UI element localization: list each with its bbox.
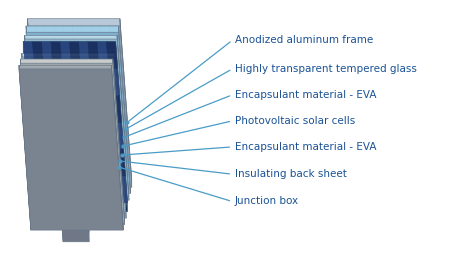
Polygon shape [59,149,70,176]
Polygon shape [112,122,124,149]
Polygon shape [26,26,130,187]
Polygon shape [72,68,82,95]
Polygon shape [79,176,91,203]
Polygon shape [55,95,66,122]
Polygon shape [22,57,126,218]
Polygon shape [25,35,36,200]
Polygon shape [106,42,118,68]
Polygon shape [25,39,129,200]
Polygon shape [23,51,128,212]
Polygon shape [38,122,50,149]
Polygon shape [44,68,55,95]
Polygon shape [51,42,62,68]
Polygon shape [31,149,42,176]
Polygon shape [113,59,125,224]
Polygon shape [60,42,72,68]
Polygon shape [20,59,125,220]
Polygon shape [60,202,89,242]
Polygon shape [33,176,45,203]
Polygon shape [69,42,81,68]
Polygon shape [32,42,44,68]
Polygon shape [118,26,130,193]
Polygon shape [25,68,36,95]
Polygon shape [120,19,132,187]
Polygon shape [79,42,90,68]
Polygon shape [19,69,123,230]
Polygon shape [52,176,63,203]
Polygon shape [27,19,132,180]
Polygon shape [50,149,61,176]
Text: Encapsulant material - EVA: Encapsulant material - EVA [235,142,376,152]
Text: Anodized aluminum frame: Anodized aluminum frame [235,35,373,45]
Polygon shape [23,42,35,68]
Polygon shape [47,122,59,149]
Polygon shape [64,95,75,122]
Polygon shape [105,149,116,176]
Polygon shape [40,149,52,176]
Polygon shape [42,42,53,68]
Polygon shape [101,95,112,122]
Polygon shape [77,149,89,176]
Polygon shape [53,68,64,95]
Polygon shape [66,122,77,149]
Polygon shape [116,42,128,212]
Polygon shape [89,176,100,203]
Text: Insulating back sheet: Insulating back sheet [235,169,346,179]
Polygon shape [61,176,72,203]
Polygon shape [90,68,101,95]
Polygon shape [99,68,110,95]
Polygon shape [19,65,31,230]
Polygon shape [107,176,118,203]
Text: Encapsulant material - EVA: Encapsulant material - EVA [235,90,376,100]
Polygon shape [60,192,89,232]
Polygon shape [96,149,107,176]
Polygon shape [94,122,105,149]
Polygon shape [36,95,47,122]
Polygon shape [27,95,38,122]
Polygon shape [22,53,126,214]
Polygon shape [98,176,109,203]
Polygon shape [114,149,126,176]
Polygon shape [35,68,46,95]
Polygon shape [19,65,123,226]
Polygon shape [117,35,129,200]
Polygon shape [84,122,96,149]
Polygon shape [116,176,128,203]
Polygon shape [42,176,54,203]
Polygon shape [88,42,99,68]
Polygon shape [23,42,35,212]
Polygon shape [75,122,87,149]
Polygon shape [87,149,98,176]
Polygon shape [97,42,109,68]
Polygon shape [26,26,38,193]
Text: Highly transparent tempered glass: Highly transparent tempered glass [235,64,417,74]
Polygon shape [110,95,121,122]
Polygon shape [27,26,132,187]
Polygon shape [27,19,39,187]
Polygon shape [57,122,68,149]
Polygon shape [68,149,79,176]
Polygon shape [29,122,40,149]
Polygon shape [111,65,123,230]
Polygon shape [103,122,114,149]
Polygon shape [26,32,130,193]
Polygon shape [23,42,128,203]
Polygon shape [20,63,125,224]
Polygon shape [86,192,89,242]
Polygon shape [73,95,84,122]
Polygon shape [92,95,103,122]
Polygon shape [82,95,94,122]
Polygon shape [20,59,32,224]
Polygon shape [62,68,73,95]
Polygon shape [81,68,92,95]
Polygon shape [60,192,63,242]
Polygon shape [22,53,34,218]
Polygon shape [114,53,126,218]
Polygon shape [109,68,119,95]
Polygon shape [70,176,82,203]
Text: Photovoltaic solar cells: Photovoltaic solar cells [235,116,355,126]
Polygon shape [25,35,129,197]
Text: Junction box: Junction box [235,197,299,206]
Polygon shape [46,95,57,122]
